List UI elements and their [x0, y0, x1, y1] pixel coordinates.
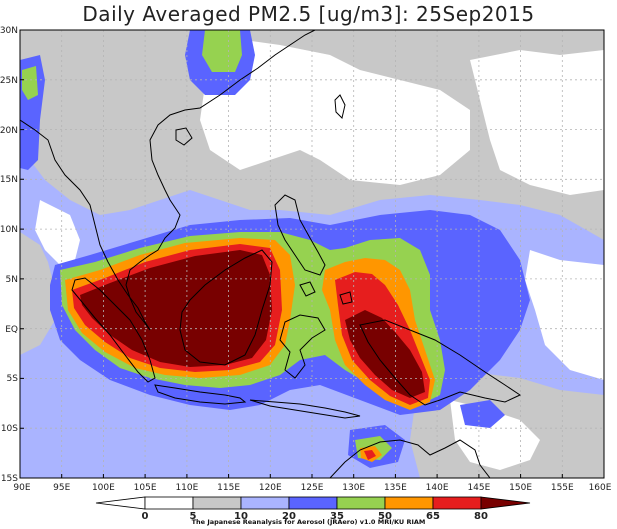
lon-label: 120E [259, 483, 282, 493]
lon-label: 125E [301, 483, 324, 493]
colorbar-label: 50 [378, 511, 392, 522]
latitude-labels: 30N 25N 20N 15N 10N 5N EQ 5S 10S 15S [0, 26, 18, 484]
longitude-labels: 90E 95E 100E 105E 110E 115E 120E 125E 13… [13, 483, 611, 493]
lat-label: 30N [0, 26, 18, 36]
lon-label: 90E [13, 483, 30, 493]
lat-label: 20N [0, 126, 18, 136]
coastlines [20, 30, 522, 478]
grid-lines [20, 30, 604, 478]
lat-label: 15S [1, 474, 18, 484]
colorbar-label: 65 [426, 511, 440, 522]
lon-label: 130E [342, 483, 365, 493]
colorbar-segment-1 [144, 496, 194, 510]
colorbar-segment-7 [432, 496, 482, 510]
colorbar-label: 10 [234, 511, 248, 522]
colorbar-label: 0 [142, 511, 149, 522]
lon-label: 115E [217, 483, 240, 493]
lon-label: 145E [467, 483, 490, 493]
colorbar-segment-3 [240, 496, 290, 510]
lon-label: 135E [384, 483, 407, 493]
colorbar-labels: 0 5 10 20 35 50 65 80 [142, 511, 488, 522]
credit-line: The Japanese Reanalysis for Aerosol (JRA… [191, 518, 426, 526]
colorbar-segment-5 [336, 496, 386, 510]
axis-ticks [20, 79, 563, 478]
lat-label: 15N [0, 175, 18, 185]
colorbar-label: 5 [190, 511, 197, 522]
lon-label: 105E [134, 483, 157, 493]
colorbar-label: 35 [330, 511, 344, 522]
lat-label: EQ [5, 325, 18, 335]
lon-label: 110E [175, 483, 198, 493]
lat-label: 5S [7, 374, 19, 384]
colorbar-segment-0 [95, 496, 146, 510]
colorbar-segment-6 [384, 496, 434, 510]
lon-label: 140E [426, 483, 449, 493]
colorbar: 0 5 10 20 35 50 65 80 [95, 496, 531, 522]
lon-label: 95E [53, 483, 70, 493]
colorbar-segment-2 [192, 496, 242, 510]
lat-label: 25N [0, 76, 18, 86]
pm25-field [20, 30, 604, 478]
lon-label: 150E [509, 483, 532, 493]
colorbar-segment-8 [480, 496, 531, 510]
lat-label: 10S [1, 424, 18, 434]
lon-label: 100E [92, 483, 115, 493]
colorbar-label: 80 [474, 511, 488, 522]
colorbar-segment-4 [288, 496, 338, 510]
colorbar-label: 20 [282, 511, 296, 522]
lat-label: 10N [0, 225, 18, 235]
lat-label: 5N [6, 275, 18, 285]
map-title: Daily Averaged PM2.5 [ug/m3]: 25Sep2015 [82, 2, 535, 26]
lon-label: 155E [551, 483, 574, 493]
lon-label: 160E [589, 483, 612, 493]
